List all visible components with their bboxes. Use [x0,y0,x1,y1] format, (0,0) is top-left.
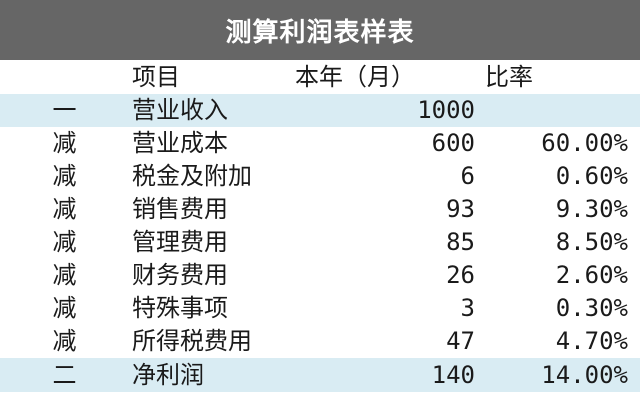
row-ratio: 2.60% [555,261,628,289]
row-item: 净利润 [125,358,295,392]
row-item: 销售费用 [132,195,228,223]
row-item: 所得税费用 [132,327,252,355]
row-ratio: 60.00% [541,129,628,157]
row-item: 管理费用 [132,228,228,256]
table-row: 一 营业收入 1000 [0,94,640,127]
row-ratio: 0.60% [555,162,628,190]
row-amount: 3 [460,294,475,322]
row-amount: 26 [446,261,475,289]
table-row: 减 特殊事项 3 0.30% [0,292,640,325]
row-sign: 减 [52,228,77,256]
row-sign: 减 [52,327,77,355]
row-ratio: 8.50% [555,228,628,256]
table-row: 减 财务费用 26 2.60% [0,259,640,292]
row-ratio [480,94,640,127]
table-row: 减 营业成本 600 60.00% [0,127,640,160]
sheet-title: 测算利润表样表 [0,0,640,60]
header-amount: 本年（月） [295,63,415,91]
row-amount: 93 [446,195,475,223]
row-ratio: 9.30% [555,195,628,223]
row-sign: 减 [52,195,77,223]
row-amount: 85 [446,228,475,256]
row-sign: 一 [0,94,125,127]
header-sign [0,60,125,94]
row-item: 特殊事项 [132,294,228,322]
row-amount: 600 [431,129,475,157]
row-amount: 140 [295,358,480,392]
row-sign: 二 [0,358,125,392]
row-sign: 减 [52,129,77,157]
row-ratio: 0.30% [555,294,628,322]
row-amount: 6 [460,162,475,190]
table-header-row: 项目 本年（月） 比率 [0,60,640,94]
row-ratio: 4.70% [555,327,628,355]
row-item: 营业收入 [125,94,295,127]
table-row: 减 销售费用 93 9.30% [0,193,640,226]
row-amount: 47 [446,327,475,355]
table-row: 减 管理费用 85 8.50% [0,226,640,259]
table-row: 二 净利润 140 14.00% [0,358,640,392]
row-item: 财务费用 [132,261,228,289]
row-amount: 1000 [295,94,480,127]
row-sign: 减 [52,162,77,190]
header-item: 项目 [132,63,180,91]
row-ratio: 14.00% [480,358,640,392]
table-body: 一 营业收入 1000 减 营业成本 600 60.00% 减 税金及附加 6 … [0,94,640,392]
row-item: 营业成本 [132,129,228,157]
row-item: 税金及附加 [132,162,252,190]
header-ratio: 比率 [485,63,533,91]
profit-table: 项目 本年（月） 比率 一 营业收入 1000 减 营业成本 600 60.00… [0,60,640,392]
row-sign: 减 [52,294,77,322]
table-row: 减 所得税费用 47 4.70% [0,325,640,358]
table-row: 减 税金及附加 6 0.60% [0,160,640,193]
row-sign: 减 [52,261,77,289]
